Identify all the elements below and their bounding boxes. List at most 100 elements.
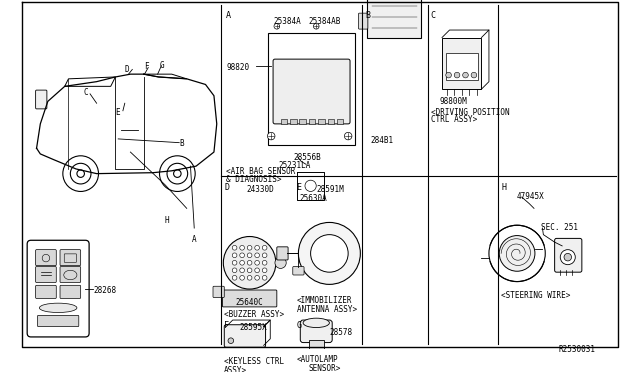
FancyBboxPatch shape	[36, 267, 56, 282]
Circle shape	[247, 253, 252, 258]
FancyBboxPatch shape	[60, 250, 81, 266]
Circle shape	[240, 253, 244, 258]
Text: C: C	[431, 11, 436, 20]
Circle shape	[344, 132, 352, 140]
Text: <AUTOLAMP: <AUTOLAMP	[296, 355, 338, 364]
Circle shape	[262, 275, 267, 280]
Text: B: B	[365, 11, 370, 20]
Bar	[308, 119, 316, 124]
Text: E: E	[296, 183, 301, 192]
Text: ASSY>: ASSY>	[224, 366, 248, 372]
Text: 98800M: 98800M	[439, 97, 467, 106]
Text: E: E	[115, 108, 120, 117]
Text: B: B	[179, 139, 184, 148]
Bar	[318, 119, 324, 124]
Circle shape	[274, 23, 280, 29]
Circle shape	[228, 338, 234, 343]
Circle shape	[223, 237, 276, 289]
Text: 24330D: 24330D	[247, 185, 275, 194]
FancyBboxPatch shape	[555, 238, 582, 272]
FancyBboxPatch shape	[273, 59, 350, 124]
Circle shape	[310, 235, 348, 272]
Circle shape	[471, 72, 477, 78]
FancyBboxPatch shape	[60, 267, 81, 282]
FancyBboxPatch shape	[224, 325, 266, 347]
Circle shape	[305, 180, 316, 192]
Circle shape	[268, 132, 275, 140]
Text: 28595X: 28595X	[239, 323, 267, 332]
Circle shape	[255, 253, 259, 258]
FancyBboxPatch shape	[38, 315, 79, 327]
Text: 25384AB: 25384AB	[308, 17, 341, 26]
Circle shape	[240, 268, 244, 273]
FancyBboxPatch shape	[36, 285, 56, 298]
Text: 25630A: 25630A	[300, 194, 327, 203]
Bar	[300, 119, 306, 124]
Circle shape	[262, 253, 267, 258]
Text: 284B1: 284B1	[371, 136, 394, 145]
Circle shape	[240, 260, 244, 265]
Text: F: F	[145, 62, 149, 71]
Text: <KEYLESS CTRL: <KEYLESS CTRL	[224, 357, 284, 366]
Ellipse shape	[303, 318, 330, 328]
FancyBboxPatch shape	[292, 267, 304, 275]
Circle shape	[560, 250, 575, 264]
FancyBboxPatch shape	[222, 290, 277, 307]
Ellipse shape	[40, 303, 77, 312]
Text: 25384A: 25384A	[273, 17, 301, 26]
Text: CTRL ASSY>: CTRL ASSY>	[431, 115, 477, 125]
FancyBboxPatch shape	[27, 240, 89, 337]
Text: 25640C: 25640C	[236, 298, 263, 308]
Circle shape	[232, 268, 237, 273]
Text: 98820: 98820	[226, 63, 249, 72]
Circle shape	[255, 268, 259, 273]
Text: C: C	[83, 88, 88, 97]
Text: D: D	[224, 183, 229, 192]
Circle shape	[232, 275, 237, 280]
Bar	[446, 54, 477, 80]
Circle shape	[247, 246, 252, 250]
Text: 28591M: 28591M	[316, 185, 344, 194]
Circle shape	[240, 246, 244, 250]
Text: 25231LA: 25231LA	[278, 161, 311, 170]
Bar	[337, 119, 344, 124]
Circle shape	[489, 225, 545, 282]
Circle shape	[247, 268, 252, 273]
Circle shape	[247, 275, 252, 280]
Circle shape	[240, 275, 244, 280]
Bar	[290, 119, 296, 124]
Circle shape	[262, 246, 267, 250]
Text: D: D	[125, 65, 129, 74]
Circle shape	[298, 222, 360, 284]
Text: 47945X: 47945X	[517, 192, 545, 201]
Text: F: F	[224, 321, 229, 330]
Circle shape	[255, 275, 259, 280]
Circle shape	[314, 23, 319, 29]
Circle shape	[247, 260, 252, 265]
Circle shape	[255, 246, 259, 250]
FancyBboxPatch shape	[36, 250, 56, 266]
Circle shape	[262, 260, 267, 265]
Circle shape	[232, 260, 237, 265]
Text: H: H	[164, 216, 169, 225]
Text: & DIAGNOSIS>: & DIAGNOSIS>	[226, 174, 282, 183]
Text: A: A	[193, 235, 197, 244]
FancyBboxPatch shape	[60, 285, 81, 298]
Circle shape	[446, 72, 451, 78]
Circle shape	[454, 72, 460, 78]
Text: R2530031: R2530031	[558, 345, 595, 355]
FancyBboxPatch shape	[277, 247, 288, 260]
Text: SEC. 251: SEC. 251	[541, 223, 579, 232]
Circle shape	[499, 235, 535, 271]
Text: <DRIVING POSITION: <DRIVING POSITION	[431, 108, 509, 117]
Text: <AIR BAG SENSOR: <AIR BAG SENSOR	[226, 167, 296, 176]
Text: 28268: 28268	[94, 286, 117, 295]
Text: H: H	[501, 183, 506, 192]
FancyBboxPatch shape	[36, 90, 47, 109]
Text: 28556B: 28556B	[294, 153, 321, 162]
Text: G: G	[296, 321, 301, 330]
Text: SENSOR>: SENSOR>	[308, 364, 341, 372]
Circle shape	[463, 72, 468, 78]
Bar	[367, 0, 421, 38]
Bar	[328, 119, 334, 124]
